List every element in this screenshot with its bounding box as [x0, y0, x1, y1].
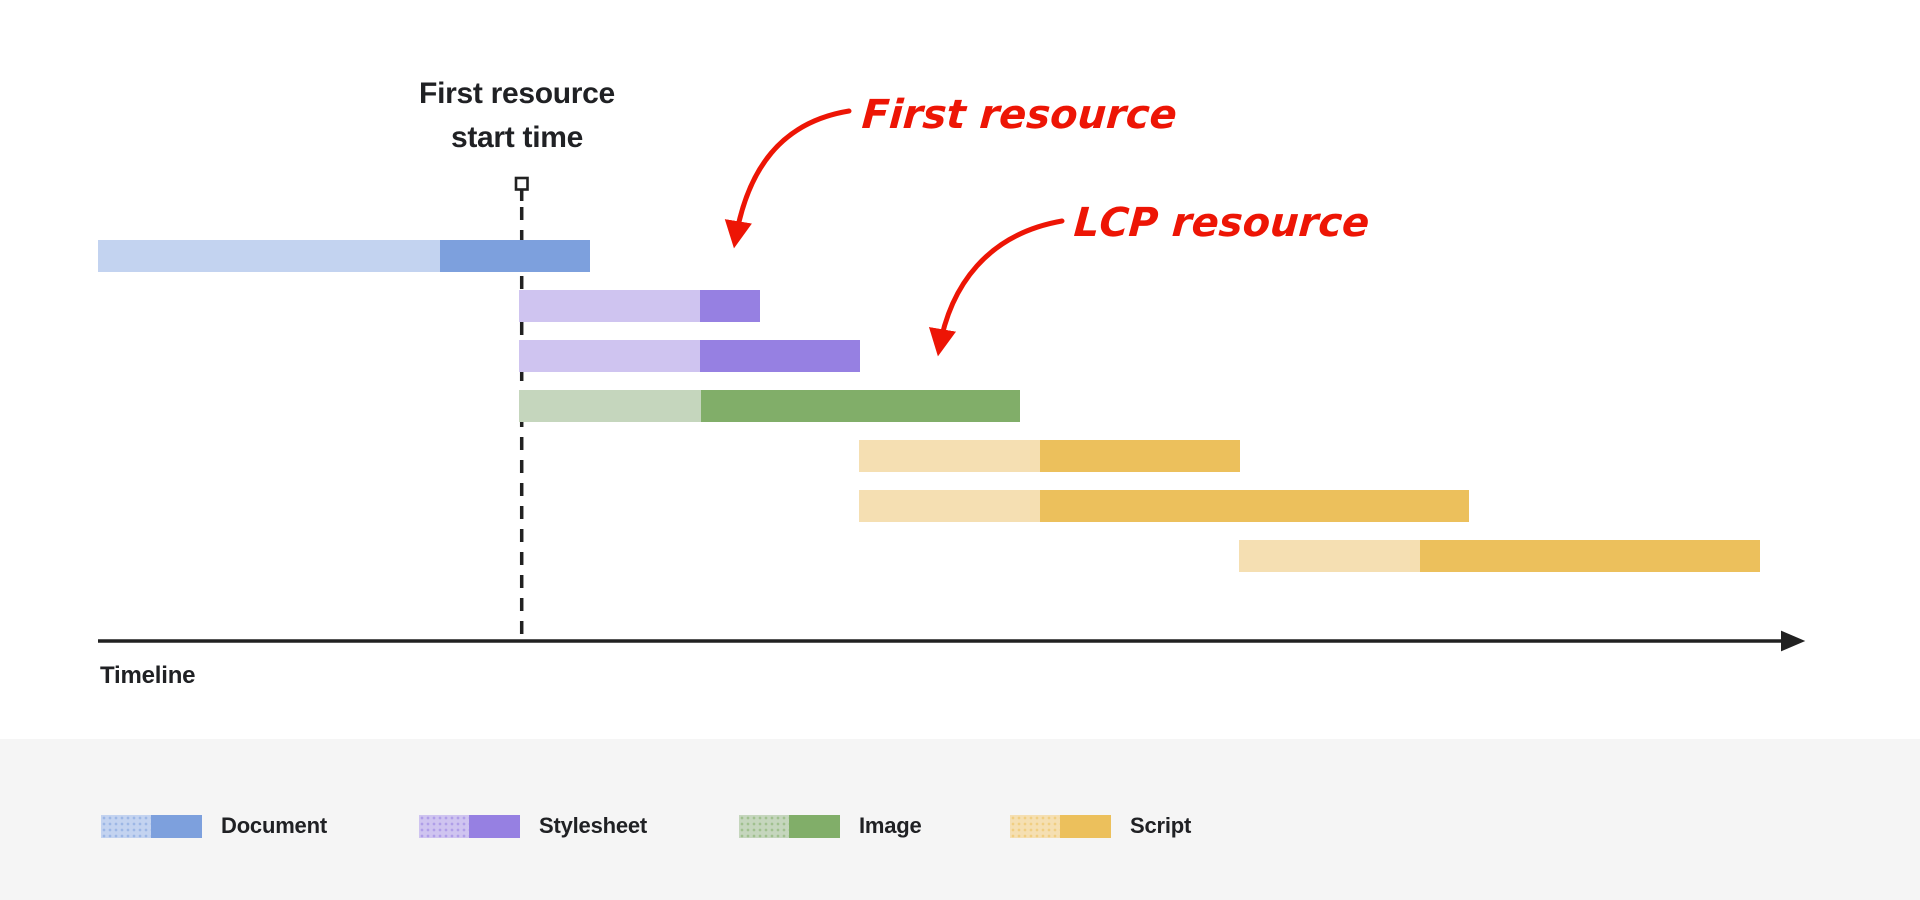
script-bar-dark-segment [1040, 490, 1469, 522]
legend-item-stylesheet: Stylesheet [419, 813, 647, 839]
timeline-label: Timeline [100, 662, 196, 689]
stylesheet-bar [519, 340, 860, 372]
script-bar-light-segment [859, 440, 1040, 472]
image-swatch-dark [789, 814, 840, 838]
legend-item-document: Document [101, 813, 327, 839]
legend-item-script: Script [1010, 813, 1191, 839]
document-swatch-dark [151, 814, 202, 838]
document-bar-dark-segment [440, 240, 590, 272]
stylesheet-bar-light-segment [519, 340, 700, 372]
script-bar-light-segment [859, 490, 1040, 522]
image-bar-light-segment [519, 390, 701, 422]
script-bar [859, 440, 1240, 472]
legend-label-script: Script [1130, 813, 1192, 838]
first-resource-start-time-title: First resource start time [419, 72, 615, 160]
stylesheet-swatch-light [419, 814, 469, 838]
legend: Document Stylesheet Image Script [0, 739, 1920, 900]
document-bar [98, 240, 590, 272]
stylesheet-bar-dark-segment [700, 290, 760, 322]
image-swatch-icon [739, 814, 840, 838]
script-bar [1239, 540, 1760, 572]
stylesheet-bar [519, 290, 760, 322]
document-swatch-light [101, 814, 151, 838]
script-swatch-light [1010, 814, 1060, 838]
image-bar [519, 390, 1020, 422]
legend-band: Document Stylesheet Image Script [0, 739, 1920, 900]
title-line-1: First resource [419, 77, 615, 110]
image-bar-dark-segment [701, 390, 1020, 422]
document-swatch-icon [101, 814, 202, 838]
image-swatch-light [739, 814, 789, 838]
stylesheet-swatch-icon [419, 814, 520, 838]
script-bar-dark-segment [1040, 440, 1240, 472]
stylesheet-bar-dark-segment [700, 340, 860, 372]
document-bar-light-segment [98, 240, 440, 272]
script-bar-light-segment [1239, 540, 1420, 572]
legend-label-image: Image [859, 813, 922, 838]
legend-label-document: Document [221, 813, 327, 838]
script-swatch-dark [1060, 814, 1111, 838]
script-bar-dark-segment [1420, 540, 1760, 572]
script-bar [859, 490, 1469, 522]
stylesheet-bar-light-segment [519, 290, 700, 322]
title-line-2: start time [450, 121, 584, 154]
stylesheet-swatch-dark [469, 814, 520, 838]
legend-label-stylesheet: Stylesheet [539, 813, 648, 838]
script-swatch-icon [1010, 814, 1111, 838]
legend-item-image: Image [739, 813, 922, 839]
